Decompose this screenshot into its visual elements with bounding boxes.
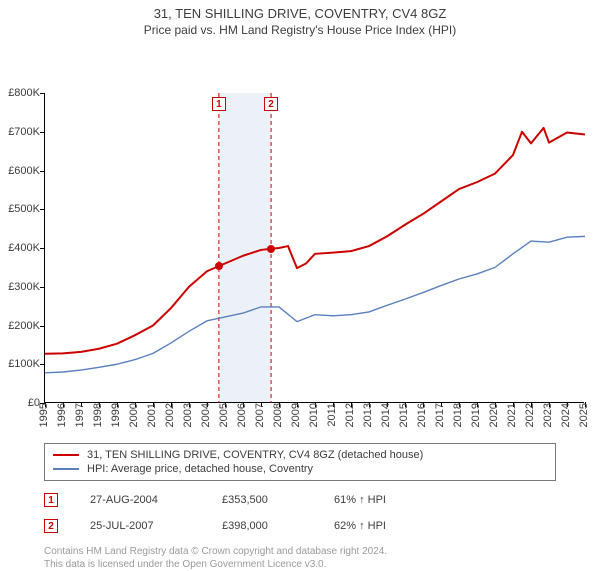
plot-area: 12 [44, 93, 584, 403]
x-tick-label: 2002 [164, 403, 176, 427]
x-tick-label: 2004 [200, 403, 212, 427]
legend-label: 31, TEN SHILLING DRIVE, COVENTRY, CV4 8G… [87, 449, 423, 461]
y-tick-label: £100K [8, 358, 40, 370]
sale-marker-1: 1 [44, 493, 58, 507]
x-tick-label: 1996 [56, 403, 68, 427]
x-tick-label: 2018 [452, 403, 464, 427]
x-tick-label: 2012 [344, 403, 356, 427]
y-tick-label: £300K [8, 281, 40, 293]
x-tick-label: 2014 [380, 403, 392, 427]
legend-swatch [53, 468, 79, 470]
x-tick-label: 2001 [146, 403, 158, 427]
legend-item: HPI: Average price, detached house, Cove… [53, 462, 547, 476]
x-tick-label: 2024 [560, 403, 572, 427]
x-tick-label: 2009 [290, 403, 302, 427]
footer-line: Contains HM Land Registry data © Crown c… [44, 545, 556, 558]
sale-price: £398,000 [222, 520, 302, 532]
sale-price: £353,500 [222, 494, 302, 506]
table-row: 2 25-JUL-2007 £398,000 62% ↑ HPI [44, 513, 556, 539]
x-tick-label: 1998 [92, 403, 104, 427]
sale-delta: 61% ↑ HPI [334, 494, 386, 506]
legend-item: 31, TEN SHILLING DRIVE, COVENTRY, CV4 8G… [53, 448, 547, 462]
x-tick-label: 2017 [434, 403, 446, 427]
x-tick-label: 2011 [326, 403, 338, 427]
table-row: 1 27-AUG-2004 £353,500 61% ↑ HPI [44, 487, 556, 513]
sale-dot-2 [267, 245, 275, 253]
chart: £0£100K£200K£300K£400K£500K£600K£700K£80… [0, 43, 600, 403]
legend-swatch [53, 454, 79, 456]
sale-dot-1 [215, 262, 223, 270]
y-tick-label: £800K [8, 87, 40, 99]
sale-marker-2: 2 [44, 519, 58, 533]
x-tick-label: 2022 [524, 403, 536, 427]
y-tick-label: £200K [8, 320, 40, 332]
legend-label: HPI: Average price, detached house, Cove… [87, 463, 313, 475]
sale-date: 27-AUG-2004 [90, 494, 190, 506]
sale-delta: 62% ↑ HPI [334, 520, 386, 532]
x-tick-label: 1995 [38, 403, 50, 427]
x-tick-label: 2005 [218, 403, 230, 427]
y-tick-label: £500K [8, 203, 40, 215]
transactions-table: 1 27-AUG-2004 £353,500 61% ↑ HPI 2 25-JU… [44, 487, 556, 539]
x-tick-label: 2015 [398, 403, 410, 427]
x-tick-label: 2023 [542, 403, 554, 427]
y-tick-label: £400K [8, 242, 40, 254]
sale-date: 25-JUL-2007 [90, 520, 190, 532]
sale-label-2: 2 [264, 97, 278, 111]
legend: 31, TEN SHILLING DRIVE, COVENTRY, CV4 8G… [44, 443, 556, 481]
x-axis-labels: 1995199619971998199920002001200220032004… [44, 403, 584, 439]
x-tick-label: 2013 [362, 403, 374, 427]
sale-label-1: 1 [212, 97, 226, 111]
x-tick-label: 1997 [74, 403, 86, 427]
y-axis-labels: £0£100K£200K£300K£400K£500K£600K£700K£80… [0, 93, 42, 403]
page-subtitle: Price paid vs. HM Land Registry's House … [0, 21, 600, 43]
line-series [45, 93, 585, 403]
x-tick-label: 2010 [308, 403, 320, 427]
footer: Contains HM Land Registry data © Crown c… [44, 545, 556, 571]
x-tick-label: 2025 [578, 403, 590, 427]
x-tick-label: 2007 [254, 403, 266, 427]
y-tick-label: £600K [8, 165, 40, 177]
x-tick-label: 2000 [128, 403, 140, 427]
x-tick-label: 2008 [272, 403, 284, 427]
x-tick-label: 2020 [488, 403, 500, 427]
x-tick-label: 2003 [182, 403, 194, 427]
x-tick-label: 2016 [416, 403, 428, 427]
x-tick-label: 2006 [236, 403, 248, 427]
x-tick-label: 2019 [470, 403, 482, 427]
page-title: 31, TEN SHILLING DRIVE, COVENTRY, CV4 8G… [0, 0, 600, 21]
x-tick-label: 2021 [506, 403, 518, 427]
x-tick-label: 1999 [110, 403, 122, 427]
y-tick-label: £700K [8, 126, 40, 138]
